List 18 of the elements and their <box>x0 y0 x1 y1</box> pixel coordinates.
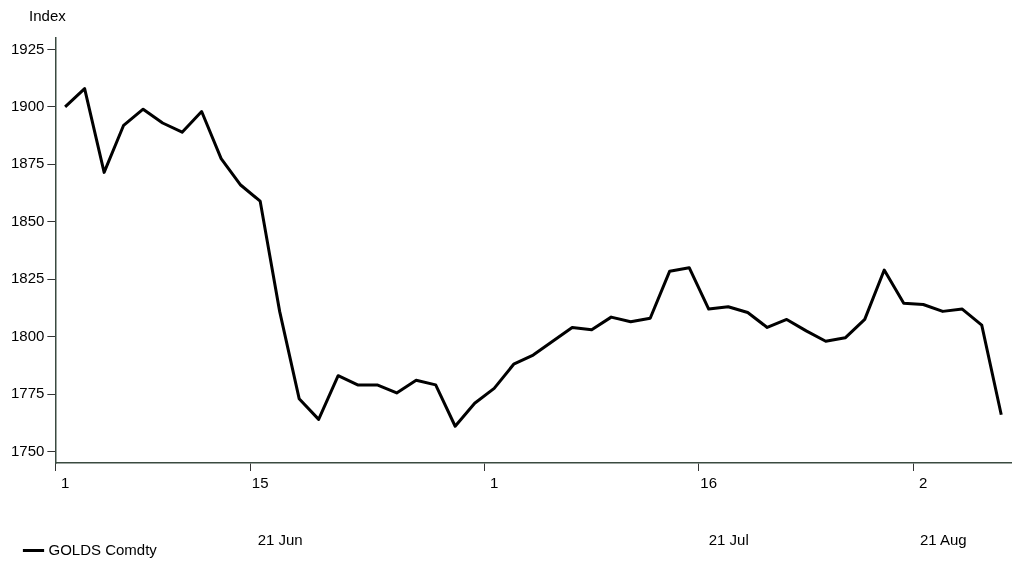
x-tick-label: 1 <box>490 474 499 492</box>
x-tick-label: 1 <box>60 474 70 492</box>
x-tick-label: 2 <box>919 474 928 492</box>
x-tick-label: 15 <box>251 474 269 492</box>
y-tick-label: 1925 <box>10 39 45 57</box>
y-axis-title: Index <box>29 6 67 24</box>
text: 21 Jun <box>257 530 303 548</box>
y-tick-label: 1825 <box>10 269 45 287</box>
y-tick-label: 1900 <box>10 97 45 115</box>
y-tick-label: 1750 <box>10 441 45 459</box>
legend-label: GOLDS Comdty <box>48 540 158 558</box>
y-tick-label: 1875 <box>10 154 45 172</box>
y-tick-label: 1850 <box>10 211 45 229</box>
text: 21 Jul <box>708 530 749 548</box>
text: 21 Aug <box>919 530 967 548</box>
y-tick-label: 1775 <box>10 384 45 402</box>
x-tick-label: 16 <box>700 474 718 492</box>
y-tick-label: 1800 <box>10 326 45 344</box>
